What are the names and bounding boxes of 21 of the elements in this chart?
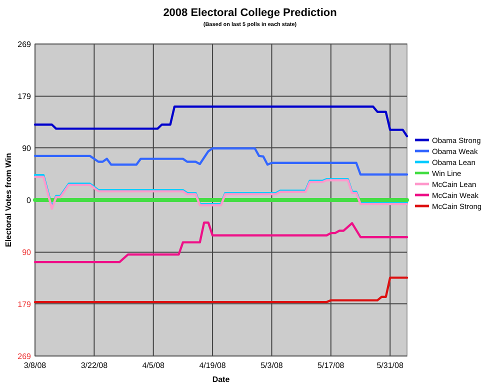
y-tick-label: 90 [22,248,32,258]
line-series [34,147,408,176]
line-series [34,276,408,304]
y-tick-label: 269 [18,352,32,361]
y-axis-title: Electoral Votes from Win [4,152,13,248]
y-tick-label: 179 [18,92,32,102]
chart-title: 2008 Electoral College Prediction [163,7,338,19]
x-tick-label: 4/19/08 [199,361,226,370]
x-tick-label: 5/31/08 [376,361,404,370]
x-tick-label: 3/22/08 [80,361,108,370]
x-tick-label: 3/8/08 [24,361,47,370]
x-tick-label: 4/5/08 [142,361,166,370]
y-tick-label: 90 [22,144,32,153]
x-axis-title: Date [212,375,230,384]
line-series [34,222,408,264]
y-tick-label: 179 [18,300,32,309]
x-tick-label: 5/17/08 [318,361,345,370]
x-tick-label: 5/3/08 [260,361,284,370]
y-tick-label: 269 [18,40,32,49]
y-tick-label: 0 [26,196,32,205]
line-series [34,106,408,138]
